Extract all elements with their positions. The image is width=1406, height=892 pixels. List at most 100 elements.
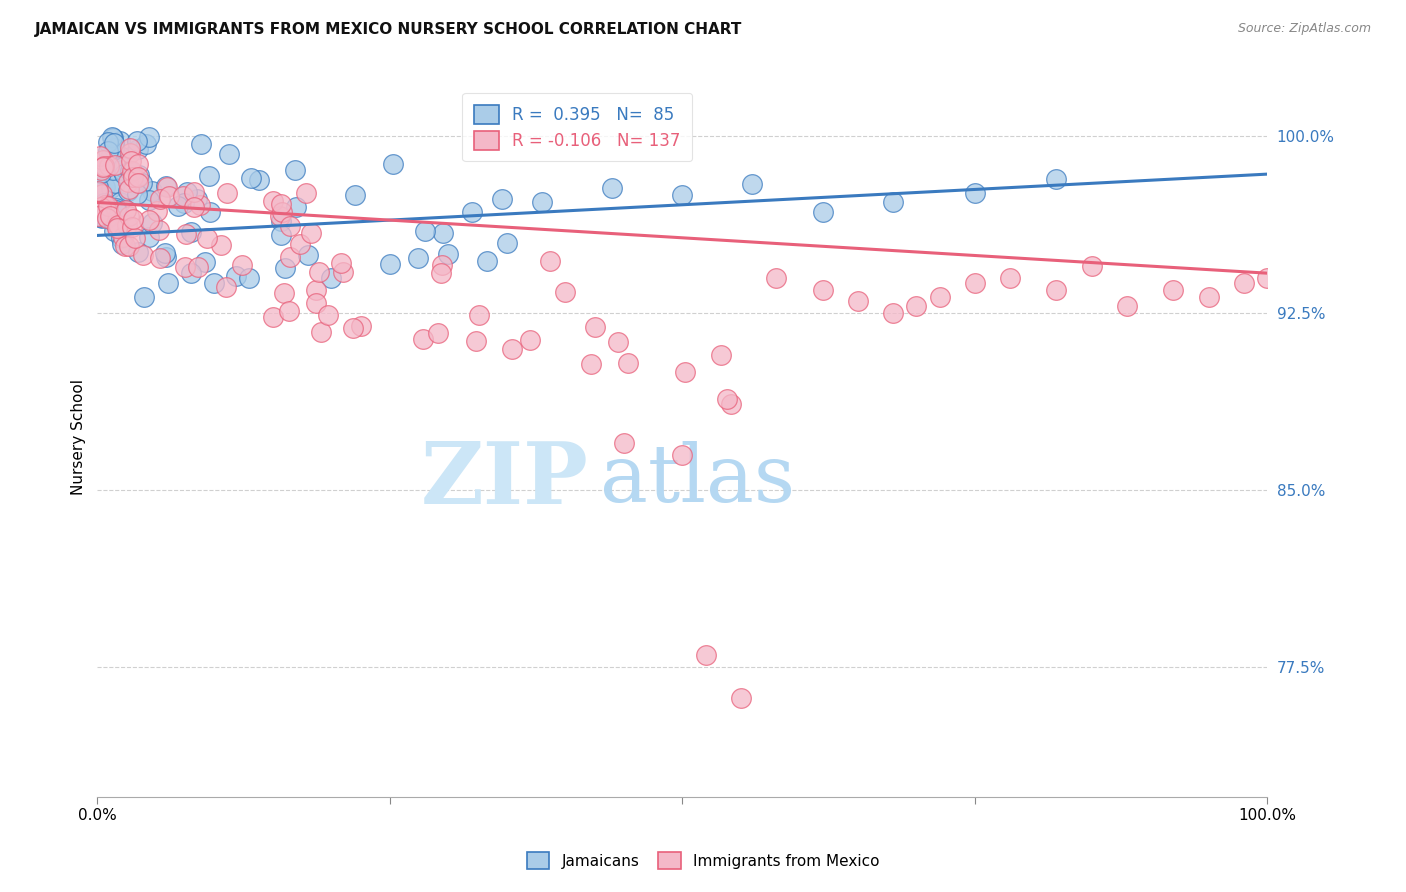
Point bbox=[138, 213, 160, 227]
Point bbox=[180, 266, 202, 280]
Point bbox=[117, 175, 139, 189]
Point bbox=[305, 296, 328, 310]
Point bbox=[998, 271, 1021, 285]
Point bbox=[90, 163, 112, 178]
Point bbox=[121, 164, 143, 178]
Point bbox=[127, 244, 149, 259]
Point bbox=[673, 365, 696, 379]
Point bbox=[176, 186, 198, 200]
Point bbox=[963, 276, 986, 290]
Point bbox=[104, 202, 127, 217]
Point bbox=[262, 310, 284, 324]
Point bbox=[382, 157, 405, 171]
Point bbox=[730, 690, 752, 705]
Point bbox=[91, 160, 114, 174]
Point bbox=[157, 188, 180, 202]
Point bbox=[269, 209, 291, 223]
Point bbox=[103, 141, 125, 155]
Point bbox=[121, 220, 143, 235]
Point bbox=[115, 203, 138, 218]
Point bbox=[273, 261, 295, 276]
Point bbox=[1115, 299, 1137, 313]
Point bbox=[765, 271, 787, 285]
Point bbox=[343, 188, 366, 202]
Point bbox=[1045, 171, 1067, 186]
Point bbox=[101, 163, 124, 178]
Point bbox=[613, 436, 636, 450]
Point bbox=[94, 197, 117, 211]
Point bbox=[710, 348, 733, 362]
Point bbox=[91, 153, 114, 167]
Point bbox=[186, 192, 208, 206]
Point bbox=[134, 290, 156, 304]
Point bbox=[112, 167, 135, 181]
Point bbox=[128, 168, 150, 182]
Point bbox=[413, 224, 436, 238]
Point bbox=[240, 171, 263, 186]
Point bbox=[617, 355, 640, 369]
Point bbox=[108, 194, 131, 209]
Point bbox=[138, 229, 160, 244]
Point bbox=[695, 648, 717, 663]
Point bbox=[91, 186, 114, 201]
Point bbox=[215, 280, 238, 294]
Point bbox=[97, 144, 120, 158]
Point bbox=[468, 308, 491, 322]
Point bbox=[156, 180, 179, 194]
Point bbox=[187, 260, 209, 275]
Point bbox=[905, 299, 928, 313]
Point bbox=[118, 181, 141, 195]
Point bbox=[101, 207, 124, 221]
Point bbox=[138, 129, 160, 144]
Point bbox=[117, 185, 139, 199]
Point bbox=[270, 214, 292, 228]
Point bbox=[87, 184, 110, 198]
Point bbox=[270, 205, 292, 219]
Point bbox=[495, 235, 517, 250]
Point bbox=[105, 201, 128, 215]
Point bbox=[430, 266, 453, 280]
Point bbox=[218, 146, 240, 161]
Text: atlas: atlas bbox=[600, 442, 796, 519]
Point bbox=[146, 204, 169, 219]
Point bbox=[97, 199, 120, 213]
Point bbox=[238, 271, 260, 285]
Point bbox=[118, 145, 141, 160]
Point bbox=[174, 227, 197, 241]
Point bbox=[846, 294, 869, 309]
Point bbox=[412, 332, 434, 346]
Point bbox=[299, 227, 322, 241]
Point bbox=[156, 276, 179, 290]
Point bbox=[280, 219, 302, 233]
Point bbox=[108, 156, 131, 170]
Point bbox=[270, 197, 292, 211]
Point bbox=[741, 177, 763, 191]
Point bbox=[111, 236, 134, 251]
Point bbox=[378, 257, 401, 271]
Point bbox=[90, 166, 112, 180]
Point bbox=[437, 247, 460, 261]
Point bbox=[209, 237, 232, 252]
Point bbox=[118, 163, 141, 178]
Point bbox=[135, 136, 157, 151]
Point bbox=[107, 218, 129, 232]
Point bbox=[90, 200, 112, 214]
Point bbox=[716, 392, 738, 407]
Point bbox=[93, 196, 115, 211]
Point bbox=[811, 283, 834, 297]
Point bbox=[132, 247, 155, 261]
Point bbox=[305, 283, 328, 297]
Point bbox=[110, 231, 132, 245]
Point bbox=[111, 160, 134, 174]
Point bbox=[97, 135, 120, 149]
Point bbox=[284, 162, 307, 177]
Point bbox=[114, 238, 136, 252]
Point bbox=[882, 195, 904, 210]
Point bbox=[112, 229, 135, 244]
Point bbox=[118, 209, 141, 223]
Point bbox=[285, 200, 308, 214]
Point bbox=[105, 221, 128, 235]
Point bbox=[309, 326, 332, 340]
Y-axis label: Nursery School: Nursery School bbox=[72, 379, 86, 495]
Point bbox=[153, 246, 176, 260]
